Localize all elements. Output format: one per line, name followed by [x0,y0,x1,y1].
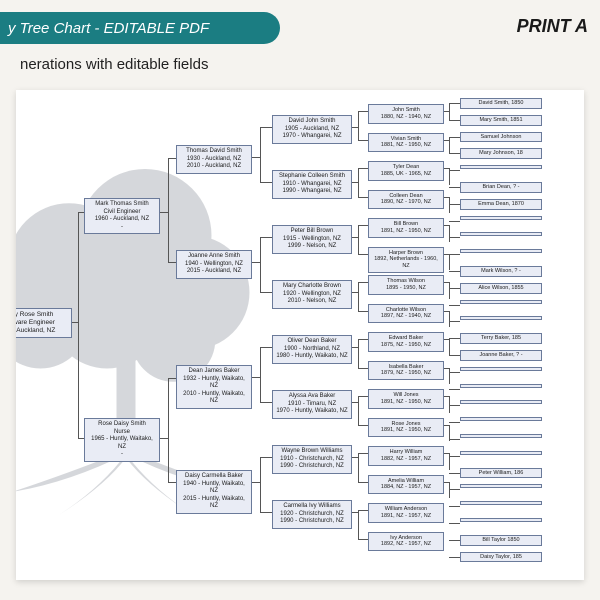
person-box-g4-3[interactable]: Mary Charlotte Brown1920 - Wellington, N… [272,280,352,309]
person-box-g5-3[interactable]: Colleen Dean1890, NZ - 1970, NZ [368,190,444,210]
person-box-g4-2[interactable]: Peter Bill Brown1915 - Wellington, NZ199… [272,225,352,254]
person-box-g6-10[interactable]: Mark Wilson, ? - [460,266,542,277]
person-box-g6-14[interactable]: Terry Baker, 185 [460,333,542,344]
person-box-g6-15[interactable]: Joanne Baker, ? - [460,350,542,361]
print-label: PRINT A [517,16,588,37]
person-box-g5-1[interactable]: Vivian Smith1881, NZ - 1950, NZ [368,133,444,153]
person-box-g5-13[interactable]: Amelia William1884, NZ - 1957, NZ [368,475,444,495]
person-box-g6-8[interactable] [460,232,542,236]
family-tree-chart: y Rose Smith ware Engineer - Auckland, N… [16,90,584,580]
person-box-g5-12[interactable]: Harry William1882, NZ - 1957, NZ [368,446,444,466]
subtitle: nerations with editable fields [20,56,208,73]
person-box-g6-13[interactable] [460,316,542,320]
person-box-g3-1[interactable]: Joanne Anne Smith1940 - Wellington, NZ20… [176,250,252,279]
tree-silhouette-icon [16,150,316,530]
person-box-g3-2[interactable]: Dean James Baker1932 - Huntly, Waikato, … [176,365,252,409]
person-box-g4-4[interactable]: Oliver Dean Baker1900 - Northland, NZ198… [272,335,352,364]
person-box-g6-1[interactable]: Mary Smith, 1851 [460,115,542,126]
occ: ware Engineer [16,319,68,327]
person-box-g5-4[interactable]: Bill Brown1891, NZ - 1950, NZ [368,218,444,238]
loc: - Auckland, NZ [16,327,68,335]
person-box-g6-6[interactable]: Emma Dean, 1870 [460,199,542,210]
name: Mark Thomas Smith [88,201,156,209]
person-box-g5-0[interactable]: John Smith1880, NZ - 1940, NZ [368,104,444,124]
person-box-g6-21[interactable] [460,451,542,455]
person-box-g5-15[interactable]: Ivy Anderson1892, NZ - 1957, NZ [368,532,444,552]
person-box-g6-12[interactable] [460,300,542,304]
person-box-g5-14[interactable]: William Anderson1891, NZ - 1957, NZ [368,503,444,523]
person-box-g6-5[interactable]: Brian Dean, ? - [460,182,542,193]
person-box-g5-11[interactable]: Rose Jones1891, NZ - 1950, NZ [368,418,444,438]
person-box-g6-7[interactable] [460,216,542,220]
person-box-g6-23[interactable] [460,484,542,488]
person-box-g5-9[interactable]: Isabella Baker1879, NZ - 1950, NZ [368,361,444,381]
person-box-g5-2[interactable]: Tyler Dean1885, UK - 1965, NZ [368,161,444,181]
person-box-g6-20[interactable] [460,434,542,438]
person-box-g2-1[interactable]: Rose Daisy SmithNurse1965 - Huntly, Wait… [84,418,160,462]
person-box-g6-0[interactable]: David Smith, 1850 [460,98,542,109]
person-box-g6-25[interactable] [460,518,542,522]
person-box-g3-3[interactable]: Daisy Carmella Baker1940 - Huntly, Waika… [176,470,252,514]
person-box-g1-0[interactable]: y Rose Smith ware Engineer - Auckland, N… [16,308,72,338]
person-box-g5-7[interactable]: Charlotte Wilson1897, NZ - 1940, NZ [368,304,444,324]
person-box-g4-5[interactable]: Alyssa Ava Baker1910 - Timaru, NZ1970 - … [272,390,352,419]
person-box-g4-1[interactable]: Stephanie Colleen Smith1910 - Whangarei,… [272,170,352,199]
name: Rose Daisy Smith [88,421,156,429]
person-box-g6-16[interactable] [460,367,542,371]
person-box-g6-24[interactable] [460,501,542,505]
person-box-g6-9[interactable] [460,249,542,253]
person-box-g4-6[interactable]: Wayne Brown Williams1910 - Christchurch,… [272,445,352,474]
person-box-g6-4[interactable] [460,165,542,169]
person-box-g5-5[interactable]: Harper Brown1892, Netherlands - 1960, NZ [368,247,444,274]
person-box-g2-0[interactable]: Mark Thomas SmithCivil Engineer1960 - Au… [84,198,160,234]
title-bar: y Tree Chart - EDITABLE PDF [0,12,280,44]
person-box-g6-26[interactable]: Bill Taylor 1850 [460,535,542,546]
person-box-g5-6[interactable]: Thomas Wilson1895 - 1950, NZ [368,275,444,295]
person-box-g6-18[interactable] [460,400,542,404]
person-box-g6-3[interactable]: Mary Johnson, 18 [460,148,542,159]
person-box-g6-19[interactable] [460,417,542,421]
name: y Rose Smith [16,311,68,319]
person-box-g6-11[interactable]: Alice Wilson, 1855 [460,283,542,294]
person-box-g6-27[interactable]: Daisy Taylor, 185 [460,552,542,563]
person-box-g6-2[interactable]: Samuel Johnson [460,132,542,143]
person-box-g5-8[interactable]: Edward Baker1875, NZ - 1950, NZ [368,332,444,352]
person-box-g4-7[interactable]: Carmella Ivy Williams1920 - Christchurch… [272,500,352,529]
person-box-g6-17[interactable] [460,384,542,388]
person-box-g5-10[interactable]: Will Jones1891, NZ - 1950, NZ [368,389,444,409]
person-box-g4-0[interactable]: David John Smith1905 - Auckland, NZ1970 … [272,115,352,144]
person-box-g3-0[interactable]: Thomas David Smith1930 - Auckland, NZ201… [176,145,252,174]
title-text: y Tree Chart - EDITABLE PDF [8,20,209,37]
person-box-g6-22[interactable]: Peter William, 186 [460,468,542,479]
